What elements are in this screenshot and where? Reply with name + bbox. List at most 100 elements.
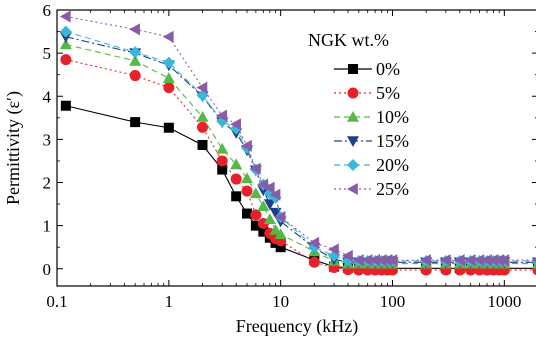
data-point bbox=[241, 139, 252, 152]
data-point bbox=[263, 181, 275, 194]
data-point bbox=[241, 185, 253, 197]
legend-swatch-marker bbox=[347, 159, 359, 171]
legend-swatch-marker bbox=[347, 111, 359, 122]
data-point bbox=[341, 249, 353, 262]
data-point bbox=[59, 38, 72, 50]
data-point bbox=[375, 254, 387, 267]
x-axis-label: Frequency (kHz) bbox=[236, 316, 358, 337]
data-point bbox=[163, 122, 174, 133]
data-point bbox=[230, 158, 243, 170]
data-point bbox=[242, 208, 253, 219]
y-tick-label: 2 bbox=[43, 174, 52, 193]
data-point bbox=[162, 30, 174, 43]
legend-label: 0% bbox=[376, 59, 400, 79]
data-point bbox=[230, 118, 241, 131]
x-tick-label: 0.1 bbox=[46, 292, 67, 311]
data-point bbox=[241, 172, 254, 183]
y-tick-label: 4 bbox=[43, 87, 52, 106]
legend-label: 15% bbox=[376, 131, 409, 151]
data-point bbox=[361, 254, 373, 267]
series-line bbox=[65, 31, 536, 262]
data-point bbox=[439, 254, 451, 267]
legend-item: 25% bbox=[334, 179, 409, 199]
series-line bbox=[65, 105, 536, 269]
data-point bbox=[420, 254, 431, 267]
data-point bbox=[129, 23, 140, 36]
data-point bbox=[129, 54, 142, 66]
data-point bbox=[196, 121, 208, 133]
data-point bbox=[453, 254, 465, 267]
legend-label: 10% bbox=[376, 107, 409, 127]
legend-item: 5% bbox=[334, 83, 400, 103]
legend: NGK wt.% 0% 5% 10% 15% 20% 25% bbox=[308, 30, 409, 199]
data-point bbox=[250, 209, 262, 221]
data-point bbox=[257, 200, 270, 212]
y-tick-label: 6 bbox=[43, 1, 52, 20]
legend-item: 0% bbox=[334, 59, 400, 79]
data-point bbox=[274, 211, 286, 223]
data-point bbox=[308, 236, 320, 249]
data-point bbox=[162, 72, 175, 83]
data-point bbox=[386, 254, 398, 267]
legend-item: 15% bbox=[334, 131, 409, 151]
legend-swatch-marker bbox=[347, 136, 359, 147]
data-point bbox=[216, 155, 228, 167]
data-point bbox=[263, 213, 276, 224]
data-point bbox=[129, 70, 141, 82]
y-tick-label: 1 bbox=[43, 217, 52, 236]
x-tick-label: 1 bbox=[165, 292, 174, 311]
data-point bbox=[130, 117, 141, 128]
legend-label: 5% bbox=[376, 83, 400, 103]
data-point bbox=[464, 254, 476, 267]
series-1 bbox=[60, 54, 536, 276]
data-point bbox=[59, 10, 71, 23]
data-point bbox=[532, 257, 536, 263]
data-point bbox=[59, 25, 72, 38]
legend-swatch-marker bbox=[347, 87, 359, 99]
series-layer bbox=[59, 10, 536, 276]
data-point bbox=[231, 191, 242, 202]
series-0 bbox=[60, 100, 536, 274]
data-point bbox=[308, 256, 320, 268]
data-point bbox=[269, 207, 282, 219]
y-tick-label: 0 bbox=[43, 260, 52, 279]
data-point bbox=[250, 220, 261, 231]
data-point bbox=[249, 162, 261, 175]
data-point bbox=[263, 199, 276, 211]
data-point bbox=[487, 254, 499, 267]
plot-frame bbox=[56, 9, 536, 287]
series-3 bbox=[59, 31, 536, 269]
data-point bbox=[369, 254, 380, 267]
data-point bbox=[269, 188, 281, 201]
legend-swatch-marker bbox=[348, 64, 358, 74]
data-point bbox=[216, 109, 227, 122]
x-tick-label: 100 bbox=[380, 292, 406, 311]
axis-ticks: 0.1 1 10 100 1000 0 1 2 3 4 5 6 bbox=[43, 1, 536, 311]
y-axis-label: Permittivity (ε′) bbox=[3, 91, 24, 205]
data-point bbox=[341, 254, 354, 267]
data-point bbox=[197, 139, 208, 150]
legend-title: NGK wt.% bbox=[308, 30, 389, 50]
data-point bbox=[352, 254, 364, 267]
data-point bbox=[163, 82, 175, 94]
data-point bbox=[274, 228, 287, 240]
data-point bbox=[60, 100, 71, 111]
data-point bbox=[249, 187, 262, 199]
data-point bbox=[162, 56, 175, 69]
series-4 bbox=[59, 25, 536, 267]
data-point bbox=[129, 46, 142, 59]
data-point bbox=[498, 254, 510, 267]
data-point bbox=[269, 223, 282, 235]
legend-swatch-marker bbox=[347, 183, 358, 195]
data-point bbox=[275, 242, 286, 253]
legend-item: 10% bbox=[334, 107, 409, 127]
legend-item: 20% bbox=[334, 155, 409, 175]
data-point bbox=[473, 254, 485, 267]
data-point bbox=[216, 142, 229, 154]
data-point bbox=[217, 164, 228, 175]
data-point bbox=[196, 81, 208, 94]
series-line bbox=[65, 59, 536, 271]
data-point bbox=[258, 226, 269, 237]
y-tick-label: 3 bbox=[43, 130, 52, 149]
data-point bbox=[328, 243, 339, 256]
